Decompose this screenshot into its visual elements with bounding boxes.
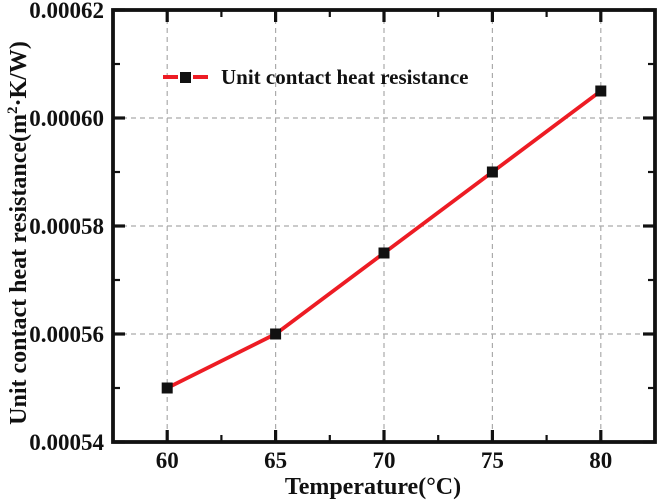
x-axis-title: Temperature(°C) xyxy=(284,474,462,500)
data-point-marker xyxy=(595,85,607,97)
x-tick-label: 75 xyxy=(481,448,504,473)
legend-sample xyxy=(163,71,208,84)
x-tick-label: 65 xyxy=(264,448,287,473)
y-tick-label: 0.00062 xyxy=(29,0,104,23)
data-point-marker xyxy=(270,328,282,340)
data-point-marker xyxy=(161,382,173,394)
x-tick-label: 60 xyxy=(156,448,179,473)
x-tick-label: 80 xyxy=(589,448,612,473)
y-axis-title: Unit contact heat resistance(m2·K/W) xyxy=(5,41,33,425)
y-axis-title-text: Unit contact heat resistance(m xyxy=(6,114,32,425)
x-tick-label: 70 xyxy=(373,448,396,473)
y-axis-title-unit: ·K/W) xyxy=(6,41,32,107)
y-tick-label: 0.00056 xyxy=(29,322,104,347)
legend-square-marker-icon xyxy=(180,71,191,83)
legend: Unit contact heat resistance xyxy=(163,64,468,90)
y-tick-label: 0.00060 xyxy=(29,106,104,131)
y-tick-label: 0.00054 xyxy=(29,430,104,455)
legend-label: Unit contact heat resistance xyxy=(221,64,469,89)
data-point-marker xyxy=(378,247,390,259)
y-axis-title-superscript: 2 xyxy=(5,106,21,115)
data-point-marker xyxy=(486,166,498,178)
y-tick-label: 0.00058 xyxy=(29,214,104,239)
